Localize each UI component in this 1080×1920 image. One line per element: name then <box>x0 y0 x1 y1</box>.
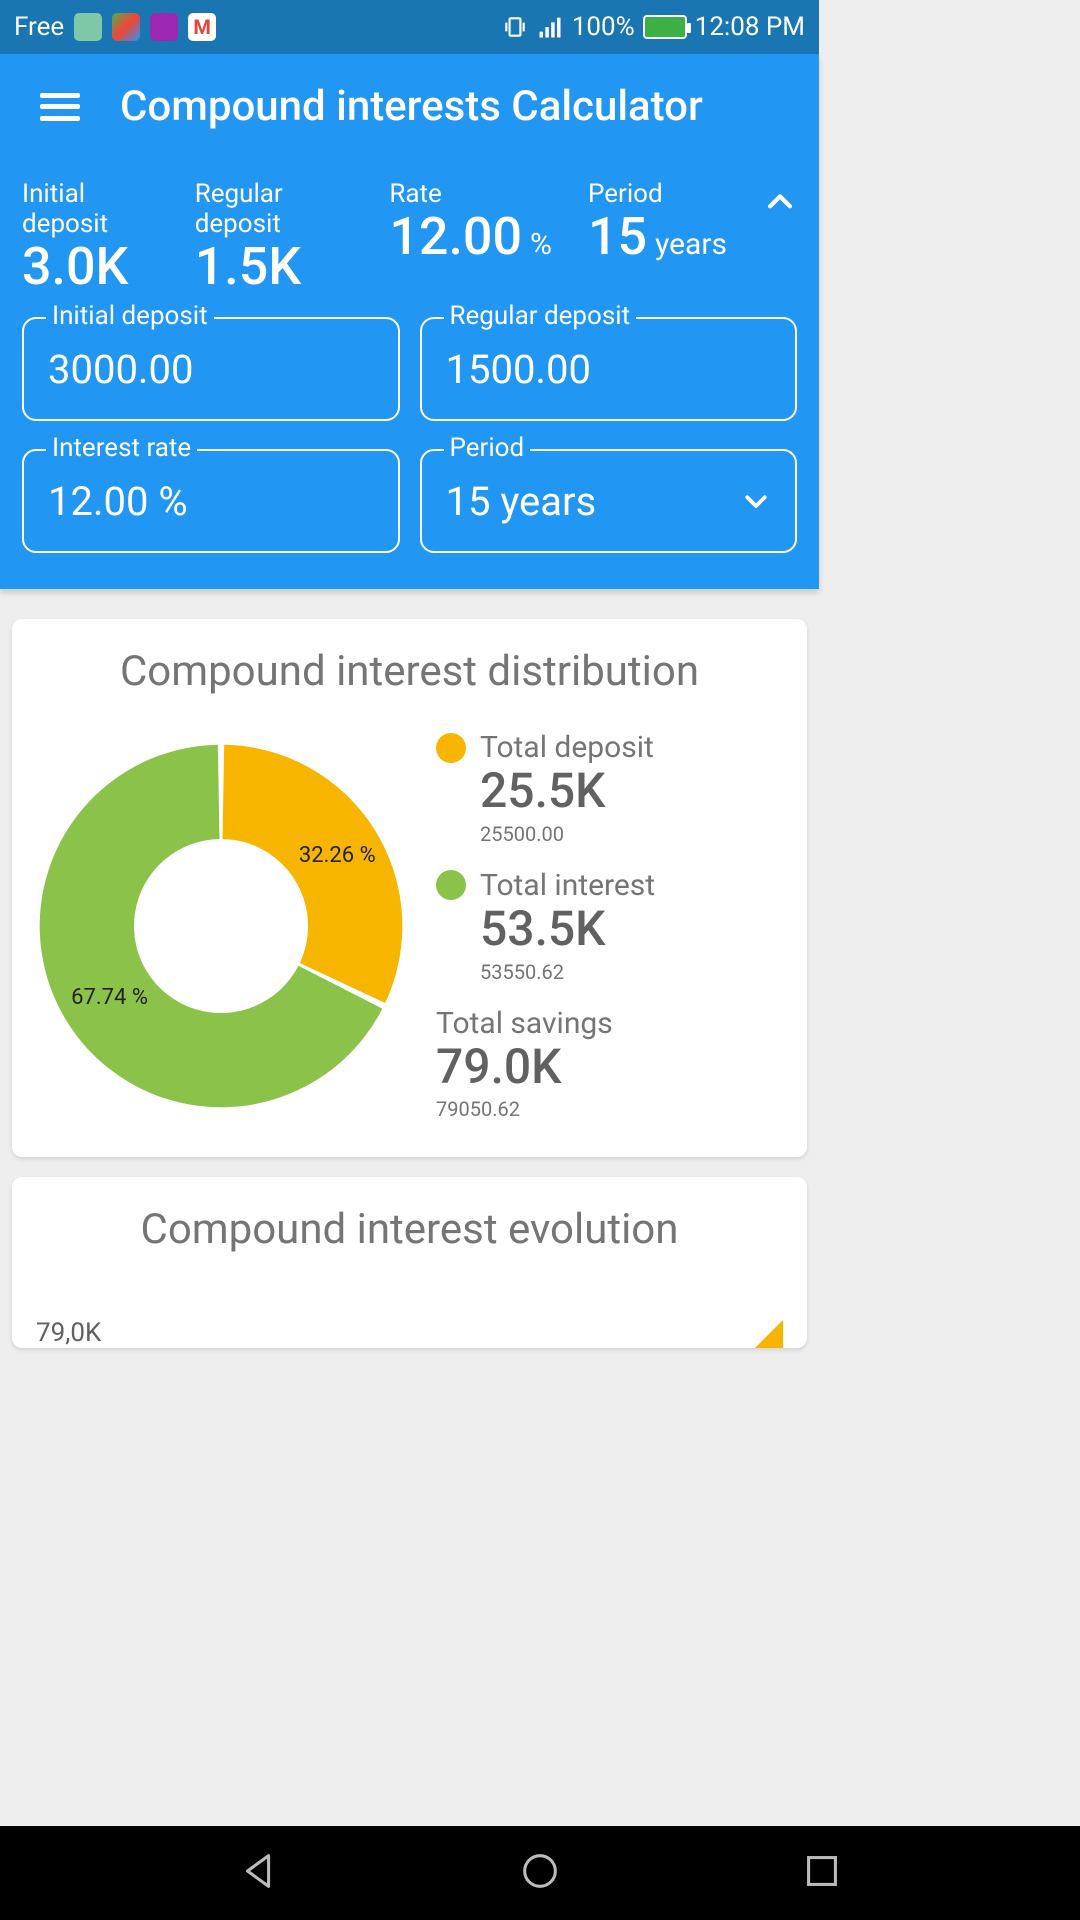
donut-slice-label: 67.74 % <box>71 985 148 1010</box>
legend-value: 79.0K <box>436 1041 655 1094</box>
legend-deposit: Total deposit 25.5K 25500.00 <box>436 730 655 846</box>
status-bar: Free M 100% 12:08 PM <box>0 0 819 54</box>
legend-interest: Total interest 53.5K 53550.62 <box>436 868 655 984</box>
summary-period: Period 15years <box>588 179 727 263</box>
summary-label: Period <box>588 179 727 209</box>
evolution-card: Compound interest evolution 79,0K <box>12 1177 807 1348</box>
legend-subvalue: 53550.62 <box>480 960 655 984</box>
legend-savings: Total savings 79.0K 79050.62 <box>436 1006 655 1122</box>
field-legend: Interest rate <box>46 433 197 463</box>
summary-initial: Initial deposit 3.0K <box>22 179 159 293</box>
donut-slice-label: 32.26 % <box>299 843 376 868</box>
app-title: Compound interests Calculator <box>120 82 703 131</box>
distribution-legend: Total deposit 25.5K 25500.00 Total inter… <box>436 730 655 1121</box>
summary-value: 12.00% <box>389 211 552 263</box>
summary-label: Initial deposit <box>22 179 159 239</box>
period-select[interactable]: Period 15 years <box>420 449 798 553</box>
donut-chart: 32.26 % 67.74 % <box>36 741 406 1111</box>
field-legend: Initial deposit <box>46 301 214 331</box>
field-value: 3000.00 <box>48 346 193 393</box>
field-value: 12.00 % <box>48 478 188 525</box>
status-app-icon <box>112 13 140 41</box>
square-recent-icon <box>799 1848 845 1894</box>
summary-value: 3.0K <box>22 241 159 293</box>
legend-subvalue: 25500.00 <box>480 822 655 846</box>
field-legend: Period <box>444 433 531 463</box>
summary-label: Rate <box>389 179 552 209</box>
chevron-down-icon <box>741 486 771 516</box>
collapse-toggle[interactable] <box>763 179 797 223</box>
summary-regular: Regular deposit 1.5K <box>195 179 354 293</box>
vibrate-icon <box>502 14 528 40</box>
evolution-chart <box>101 1308 783 1348</box>
status-app-icon <box>74 13 102 41</box>
initial-deposit-field[interactable]: Initial deposit 3000.00 <box>22 317 400 421</box>
legend-label: Total deposit <box>480 730 654 765</box>
summary-label: Regular deposit <box>195 179 354 239</box>
inputs-grid: Initial deposit 3000.00 Regular deposit … <box>0 299 819 553</box>
legend-value: 53.5K <box>480 903 655 956</box>
app-bar: Compound interests Calculator <box>0 54 819 141</box>
nav-back-button[interactable] <box>236 1848 282 1898</box>
legend-dot-deposit <box>436 733 466 763</box>
legend-subvalue: 79050.62 <box>436 1097 655 1121</box>
triangle-back-icon <box>236 1848 282 1894</box>
battery-percent: 100% <box>572 12 635 42</box>
gmail-icon: M <box>188 13 216 41</box>
summary-row: Initial deposit 3.0K Regular deposit 1.5… <box>0 141 819 299</box>
regular-deposit-field[interactable]: Regular deposit 1500.00 <box>420 317 798 421</box>
header-area: Compound interests Calculator Initial de… <box>0 54 819 589</box>
summary-rate: Rate 12.00% <box>389 179 552 263</box>
evolution-area-peak <box>755 1320 783 1348</box>
field-value: 15 years <box>446 478 597 525</box>
nav-home-button[interactable] <box>517 1848 563 1898</box>
summary-value: 15years <box>588 211 727 263</box>
interest-rate-field[interactable]: Interest rate 12.00 % <box>22 449 400 553</box>
field-value: 1500.00 <box>446 346 591 393</box>
clock-time: 12:08 PM <box>695 12 805 42</box>
menu-button[interactable] <box>40 93 80 121</box>
legend-dot-interest <box>436 870 466 900</box>
distribution-title: Compound interest distribution <box>36 647 783 696</box>
summary-value: 1.5K <box>195 241 354 293</box>
evolution-y-max: 79,0K <box>36 1318 101 1348</box>
field-legend: Regular deposit <box>444 301 637 331</box>
distribution-card: Compound interest distribution 32.26 % 67… <box>12 619 807 1157</box>
status-right: 100% 12:08 PM <box>502 12 805 42</box>
carrier-label: Free <box>14 12 64 42</box>
status-left: Free M <box>14 12 216 42</box>
signal-icon <box>536 13 564 41</box>
evolution-title: Compound interest evolution <box>36 1205 783 1254</box>
legend-value: 25.5K <box>480 765 655 818</box>
nav-recent-button[interactable] <box>799 1848 845 1898</box>
chevron-up-icon <box>763 185 797 219</box>
android-nav-bar <box>0 1826 1080 1920</box>
distribution-content: 32.26 % 67.74 % Total deposit 25.5K 25500… <box>36 730 783 1121</box>
battery-icon <box>643 15 687 39</box>
legend-label: Total savings <box>436 1006 613 1041</box>
legend-label: Total interest <box>480 868 655 903</box>
status-app-icon <box>150 13 178 41</box>
circle-home-icon <box>517 1848 563 1894</box>
